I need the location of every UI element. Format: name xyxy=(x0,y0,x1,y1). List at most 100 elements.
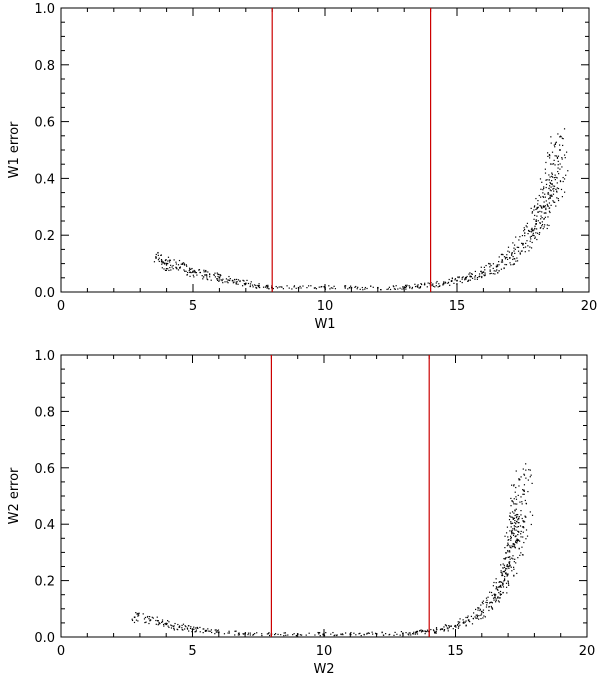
w1-cloud-point xyxy=(518,239,520,241)
w1-cloud-point xyxy=(451,279,453,282)
w1-cloud-point xyxy=(530,235,533,237)
w2-cloud-point xyxy=(355,634,357,636)
w1-cloud-point xyxy=(453,282,455,284)
w2-cloud-point xyxy=(182,629,184,631)
w1-cloud-point xyxy=(492,273,494,275)
w1-cloud-point xyxy=(405,285,408,287)
w1-cloud-point xyxy=(520,250,523,252)
w2-cloud-point xyxy=(459,624,461,626)
w1-cloud-point xyxy=(188,270,190,272)
w1-cloud-point xyxy=(547,216,549,218)
w2-cloud-point xyxy=(521,546,523,548)
w2-cloud-point xyxy=(202,628,204,630)
w2-cloud-point xyxy=(478,618,480,620)
w2-cloud-point xyxy=(161,619,164,621)
w1-cloud-point xyxy=(196,274,198,276)
w1-cloud-point xyxy=(219,274,221,276)
w1-cloud-point xyxy=(168,261,171,263)
w1-cloud-point xyxy=(504,263,506,266)
w2-cloud-point xyxy=(515,541,517,544)
w1-cloud-point xyxy=(526,240,528,242)
w2-cloud-point xyxy=(426,630,428,633)
w1-cloud-point xyxy=(562,138,564,140)
w1-cloud-point xyxy=(525,225,527,227)
w1-cloud-point xyxy=(255,287,257,289)
w1-cloud-point xyxy=(535,223,537,225)
w2-data-point xyxy=(402,632,404,635)
w2-data-point xyxy=(191,628,194,630)
w2-cloud-point xyxy=(504,558,506,560)
w2-cloud-point xyxy=(521,526,524,528)
w1-cloud-point xyxy=(471,273,473,275)
w2-cloud-point xyxy=(145,621,147,623)
w1-cloud-point xyxy=(542,192,544,194)
w2-cloud-point xyxy=(523,474,526,476)
w1-cloud-point xyxy=(468,279,470,281)
w1-cloud-point xyxy=(503,256,506,258)
w1-cloud-point xyxy=(464,279,466,281)
w1-cloud-point xyxy=(550,194,552,196)
w1-cloud-point xyxy=(161,260,163,262)
w1-cloud-point xyxy=(216,272,218,274)
w2-cloud-point xyxy=(158,621,160,624)
w1-cloud-point xyxy=(194,270,196,272)
w1-cloud-point xyxy=(531,241,533,244)
w1-cloud-point xyxy=(524,251,526,253)
w2-cloud-point xyxy=(173,627,175,629)
w1-cloud-point xyxy=(207,271,209,273)
w1-cloud-point xyxy=(315,288,318,290)
w1-cloud-point xyxy=(454,278,457,280)
w2-cloud-point xyxy=(520,530,522,532)
w1-cloud-point xyxy=(299,285,301,288)
w2-cloud-point xyxy=(419,629,421,632)
w1-cloud-point xyxy=(257,284,259,287)
w1-cloud-point xyxy=(344,286,346,288)
w2-cloud-point xyxy=(507,573,509,575)
w1-cloud-point xyxy=(179,266,182,268)
w1-cloud-point xyxy=(548,202,551,204)
w1-cloud-point xyxy=(556,177,558,179)
w2-cloud-point xyxy=(481,601,483,604)
w1-cloud-point xyxy=(547,193,549,195)
w1-cloud-point xyxy=(356,288,358,290)
w2-cloud-point xyxy=(500,593,502,596)
w1-cloud-point xyxy=(288,287,290,289)
w1-cloud-point xyxy=(535,219,537,221)
w1-cloud-point xyxy=(561,158,563,160)
w2-cloud-point xyxy=(280,634,282,636)
w1-cloud-point xyxy=(344,285,346,287)
w1-cloud-point xyxy=(554,155,556,157)
w1-cloud-point xyxy=(553,144,555,146)
w1-cloud-point xyxy=(355,285,357,288)
w2-cloud-point xyxy=(157,624,159,626)
w2-cloud-point xyxy=(405,632,407,634)
w2-cloud-point xyxy=(486,599,488,601)
w1-cloud-point xyxy=(246,279,248,282)
w1-cloud-point xyxy=(561,157,563,159)
w1-cloud-point xyxy=(508,251,511,253)
w2-cloud-point xyxy=(518,547,520,549)
w1-cloud-point xyxy=(552,185,554,187)
w1-cloud-point xyxy=(470,273,473,275)
w1-cloud-point xyxy=(500,253,503,256)
w2-cloud-point xyxy=(475,614,477,616)
w2-cloud-point xyxy=(506,574,509,576)
w1-cloud-point xyxy=(489,270,491,272)
w1-cloud-point xyxy=(554,201,556,203)
w1-cloud-point xyxy=(519,252,521,254)
w2-cloud-point xyxy=(468,620,470,622)
w1-cloud-point xyxy=(559,168,561,170)
w1-cloud-point xyxy=(481,275,483,278)
w1-x-axis-label: W1 xyxy=(314,317,335,332)
w1-cloud-point xyxy=(535,197,537,200)
w2-x-tick-label: 10 xyxy=(316,644,333,659)
w1-cloud-point xyxy=(419,286,421,289)
w2-cloud-point xyxy=(509,551,511,553)
w1-cloud-point xyxy=(242,279,244,281)
w2-cloud-point xyxy=(491,602,493,604)
w1-cloud-point xyxy=(514,248,516,250)
w2-cloud-point xyxy=(184,628,186,630)
w1-cloud-point xyxy=(480,266,482,268)
w2-cloud-point xyxy=(472,617,474,620)
w1-cloud-point xyxy=(489,269,491,271)
